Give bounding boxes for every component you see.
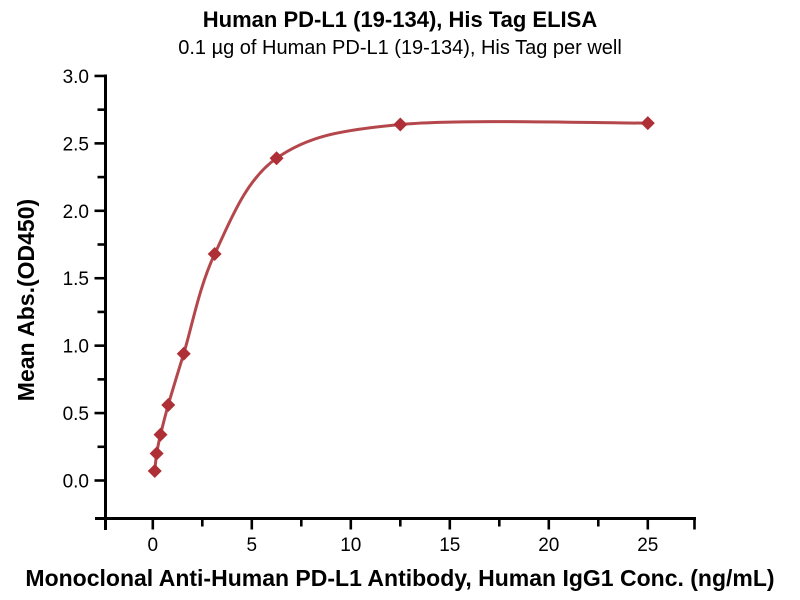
data-point-marker [393, 117, 408, 132]
y-tick-label: 0.5 [63, 404, 89, 425]
x-tick-label: 0 [148, 535, 159, 556]
x-tick-label: 20 [538, 535, 559, 556]
y-axis-label: Mean Abs.(OD450) [13, 199, 39, 401]
y-tick-label: 0.0 [63, 472, 89, 493]
x-tick-label: 5 [247, 535, 258, 556]
y-tick-label: 2.5 [63, 134, 89, 155]
x-axis-label: Monoclonal Anti-Human PD-L1 Antibody, Hu… [25, 565, 774, 591]
x-tick-label: 25 [637, 535, 658, 556]
data-point-marker [149, 446, 164, 461]
data-point-marker [161, 397, 176, 412]
y-tick-label: 1.0 [63, 337, 89, 358]
data-series [147, 116, 655, 479]
y-tick-label: 3.0 [63, 67, 89, 88]
x-tick-label: 15 [439, 535, 460, 556]
axes: 0 5 10 15 20 25 0.0 0.5 1.0 1.5 2.0 2.5 3.0 [63, 67, 696, 556]
chart-subtitle: 0.1 µg of Human PD-L1 (19-134), His Tag … [178, 37, 622, 59]
x-tick-label: 10 [340, 535, 361, 556]
data-point-marker [207, 246, 222, 261]
data-point-marker [147, 464, 162, 479]
fit-curve [153, 120, 650, 473]
data-point-marker [176, 346, 191, 361]
data-point-marker [269, 151, 284, 166]
y-tick-label: 2.0 [63, 202, 89, 223]
chart-title: Human PD-L1 (19-134), His Tag ELISA [203, 7, 598, 32]
data-point-marker [640, 116, 655, 131]
data-point-marker [153, 427, 168, 442]
y-tick-label: 1.5 [63, 269, 89, 290]
